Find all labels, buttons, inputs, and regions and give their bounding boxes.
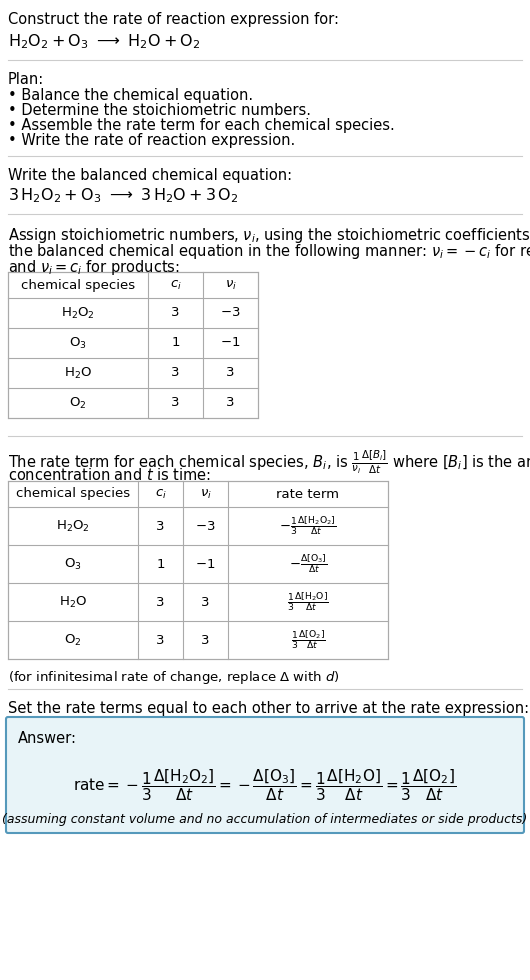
Text: 3: 3 <box>201 633 210 647</box>
Text: $-\frac{\Delta[\mathrm{O_3}]}{\Delta t}$: $-\frac{\Delta[\mathrm{O_3}]}{\Delta t}$ <box>289 553 327 575</box>
Text: $-3$: $-3$ <box>195 519 216 532</box>
Text: $\mathrm{H_2O_2}$: $\mathrm{H_2O_2}$ <box>56 518 90 533</box>
Text: $3\,\mathrm{H_2O_2}+\mathrm{O_3}\ \longrightarrow\ 3\,\mathrm{H_2O}+3\,\mathrm{O: $3\,\mathrm{H_2O_2}+\mathrm{O_3}\ \longr… <box>8 186 238 205</box>
Text: $-\frac{1}{3}\frac{\Delta[\mathrm{H_2O_2}]}{\Delta t}$: $-\frac{1}{3}\frac{\Delta[\mathrm{H_2O_2… <box>279 514 337 537</box>
Text: Plan:: Plan: <box>8 72 44 87</box>
Text: $\mathrm{H_2O}$: $\mathrm{H_2O}$ <box>64 366 92 380</box>
Text: 1: 1 <box>156 558 165 570</box>
Text: $-3$: $-3$ <box>220 307 241 319</box>
Text: $\frac{1}{3}\frac{\Delta[\mathrm{O_2}]}{\Delta t}$: $\frac{1}{3}\frac{\Delta[\mathrm{O_2}]}{… <box>290 628 325 652</box>
Text: (assuming constant volume and no accumulation of intermediates or side products): (assuming constant volume and no accumul… <box>2 813 528 826</box>
Text: rate term: rate term <box>277 487 340 501</box>
Text: chemical species: chemical species <box>21 278 135 291</box>
Text: $\mathrm{H_2O_2}+\mathrm{O_3}\ \longrightarrow\ \mathrm{H_2O}+\mathrm{O_2}$: $\mathrm{H_2O_2}+\mathrm{O_3}\ \longrigh… <box>8 32 200 51</box>
Text: $\mathrm{O_2}$: $\mathrm{O_2}$ <box>64 632 82 648</box>
Text: • Balance the chemical equation.: • Balance the chemical equation. <box>8 88 253 103</box>
Text: $\mathrm{rate} = -\dfrac{1}{3}\dfrac{\Delta[\mathrm{H_2O_2}]}{\Delta t} = -\dfra: $\mathrm{rate} = -\dfrac{1}{3}\dfrac{\De… <box>74 767 456 803</box>
Text: 3: 3 <box>171 397 180 410</box>
FancyBboxPatch shape <box>6 717 524 833</box>
Text: $\nu_i$: $\nu_i$ <box>199 487 211 501</box>
Text: $\mathrm{H_2O_2}$: $\mathrm{H_2O_2}$ <box>61 306 95 320</box>
Text: 3: 3 <box>226 367 235 379</box>
Text: 3: 3 <box>156 596 165 609</box>
Text: and $\nu_i = c_i$ for products:: and $\nu_i = c_i$ for products: <box>8 258 180 277</box>
Text: $\mathrm{O_3}$: $\mathrm{O_3}$ <box>64 557 82 571</box>
Bar <box>8 272 258 418</box>
Text: 3: 3 <box>171 307 180 319</box>
Text: Construct the rate of reaction expression for:: Construct the rate of reaction expressio… <box>8 12 339 27</box>
Text: Assign stoichiometric numbers, $\nu_i$, using the stoichiometric coefficients, $: Assign stoichiometric numbers, $\nu_i$, … <box>8 226 530 245</box>
Text: the balanced chemical equation in the following manner: $\nu_i = -c_i$ for react: the balanced chemical equation in the fo… <box>8 242 530 261</box>
Bar <box>8 481 388 659</box>
Text: Write the balanced chemical equation:: Write the balanced chemical equation: <box>8 168 292 183</box>
Text: $c_i$: $c_i$ <box>155 487 166 501</box>
Text: $-1$: $-1$ <box>196 558 216 570</box>
Text: $\nu_i$: $\nu_i$ <box>225 278 236 291</box>
Text: concentration and $t$ is time:: concentration and $t$ is time: <box>8 467 211 483</box>
Text: • Determine the stoichiometric numbers.: • Determine the stoichiometric numbers. <box>8 103 311 118</box>
Text: 3: 3 <box>226 397 235 410</box>
Text: $\mathrm{H_2O}$: $\mathrm{H_2O}$ <box>59 595 87 610</box>
Text: The rate term for each chemical species, $B_i$, is $\frac{1}{\nu_i}\frac{\Delta[: The rate term for each chemical species,… <box>8 449 530 476</box>
Text: chemical species: chemical species <box>16 487 130 501</box>
Text: (for infinitesimal rate of change, replace $\Delta$ with $d$): (for infinitesimal rate of change, repla… <box>8 669 340 686</box>
Text: $\mathrm{O_3}$: $\mathrm{O_3}$ <box>69 335 87 351</box>
Text: $\frac{1}{3}\frac{\Delta[\mathrm{H_2O}]}{\Delta t}$: $\frac{1}{3}\frac{\Delta[\mathrm{H_2O}]}… <box>287 591 329 613</box>
Text: 3: 3 <box>156 519 165 532</box>
Text: • Write the rate of reaction expression.: • Write the rate of reaction expression. <box>8 133 295 148</box>
Text: • Assemble the rate term for each chemical species.: • Assemble the rate term for each chemic… <box>8 118 395 133</box>
Text: $c_i$: $c_i$ <box>170 278 181 291</box>
Text: $-1$: $-1$ <box>220 336 241 350</box>
Text: 3: 3 <box>156 633 165 647</box>
Text: Answer:: Answer: <box>18 731 77 746</box>
Text: Set the rate terms equal to each other to arrive at the rate expression:: Set the rate terms equal to each other t… <box>8 701 529 716</box>
Text: $\mathrm{O_2}$: $\mathrm{O_2}$ <box>69 396 87 411</box>
Text: 3: 3 <box>171 367 180 379</box>
Text: 3: 3 <box>201 596 210 609</box>
Text: 1: 1 <box>171 336 180 350</box>
